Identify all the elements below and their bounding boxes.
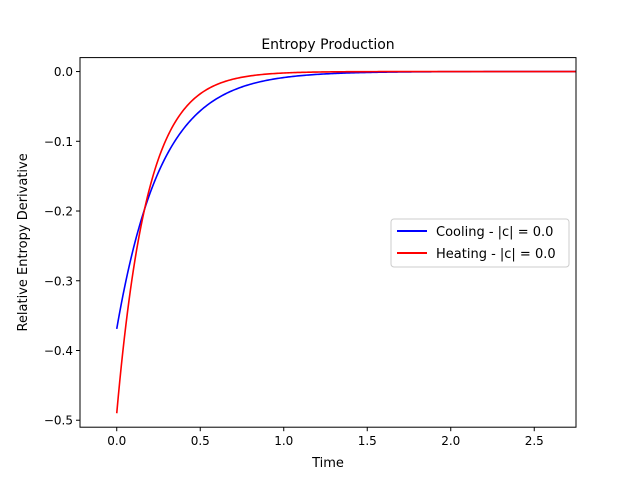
series-layer: [115, 70, 576, 414]
y-tick-label: −0.4: [44, 344, 73, 358]
x-tick-label: 1.0: [274, 434, 293, 448]
x-tick-label: 1.5: [358, 434, 377, 448]
y-axis-ticks: 0.0 −0.1 −0.2 −0.3 −0.4 −0.5: [44, 65, 80, 428]
x-tick-label: 0.5: [191, 434, 210, 448]
x-tick-label: 2.0: [441, 434, 460, 448]
legend: Cooling - |c| = 0.0 Heating - |c| = 0.0: [390, 218, 570, 268]
y-tick-label: −0.3: [44, 274, 73, 288]
x-axis-label: Time: [311, 456, 344, 471]
chart-title: Entropy Production: [261, 37, 394, 53]
legend-label-heating: Heating - |c| = 0.0: [436, 247, 556, 262]
x-axis-ticks: 0.0 0.5 1.0 1.5 2.0 2.5: [107, 427, 544, 448]
series-line-1: [115, 70, 576, 414]
y-tick-label: −0.2: [44, 205, 73, 219]
y-tick-label: −0.5: [44, 414, 73, 428]
legend-box: [390, 218, 570, 268]
y-tick-label: −0.1: [44, 135, 73, 149]
plot-frame: [79, 57, 577, 428]
x-tick-label: 2.5: [525, 434, 544, 448]
x-tick-label: 0.0: [107, 434, 126, 448]
y-tick-label: 0.0: [54, 65, 73, 79]
legend-label-cooling: Cooling - |c| = 0.0: [436, 225, 553, 240]
y-axis-label: Relative Entropy Derivative: [16, 153, 31, 331]
